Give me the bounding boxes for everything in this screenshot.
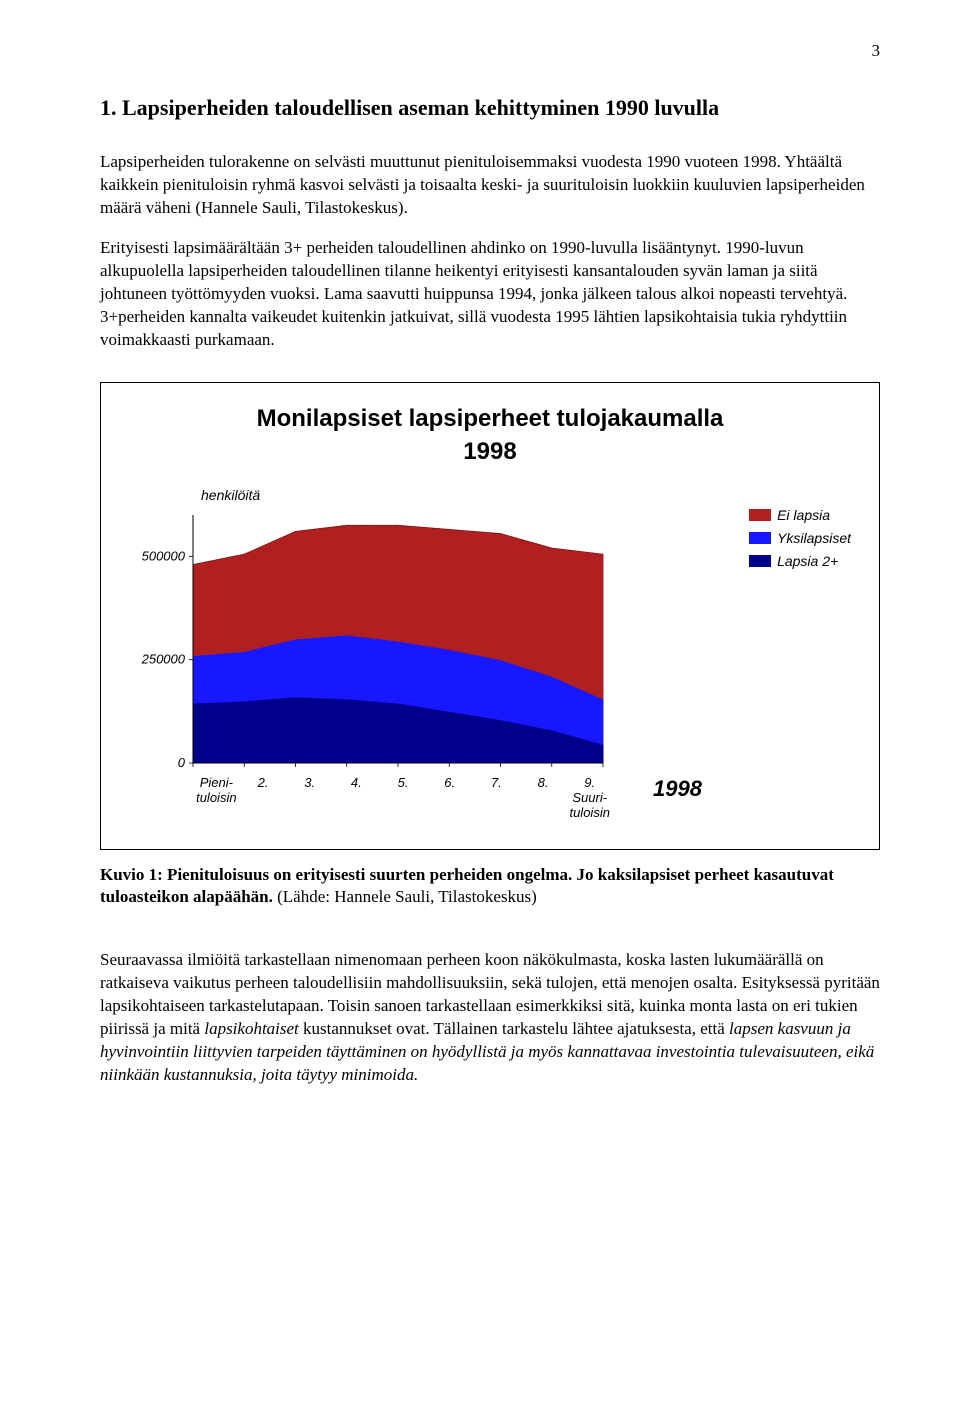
x-axis-ticks: Pieni-tuloisin2.3.4.5.6.7.8.9. Suuri-tul… [193,776,613,821]
x-tick: 6. [426,776,473,821]
legend-swatch-2 [749,555,771,567]
paragraph-1: Lapsiperheiden tulorakenne on selvästi m… [100,151,880,220]
chart-container: Monilapsiset lapsiperheet tulojakaumalla… [100,382,880,849]
x-tick: 9. Suuri-tuloisin [566,776,613,821]
x-tick: 7. [473,776,520,821]
legend-label-0: Ei lapsia [777,506,830,525]
legend-label-1: Yksilapsiset [777,529,851,548]
x-tick: 2. [240,776,287,821]
chart-year-label: 1998 [653,774,702,804]
legend-swatch-0 [749,509,771,521]
paragraph-3: Seuraavassa ilmiöitä tarkastellaan nimen… [100,949,880,1087]
x-tick: 8. [520,776,567,821]
section-heading: 1. Lapsiperheiden taloudellisen aseman k… [100,93,880,123]
paragraph-2: Erityisesti lapsimäärältään 3+ perheiden… [100,237,880,352]
x-tick: Pieni-tuloisin [193,776,240,821]
x-tick: 3. [286,776,333,821]
x-tick: 4. [333,776,380,821]
legend-swatch-1 [749,532,771,544]
x-tick: 5. [380,776,427,821]
para3-b: kustannukset ovat. Tällainen tarkastelu … [299,1019,729,1038]
page-number: 3 [100,40,880,63]
svg-text:500000: 500000 [142,548,186,563]
svg-text:0: 0 [178,755,186,769]
chart-title-line2: 1998 [463,438,516,465]
area-chart-svg: 500000 250000 0 [129,509,609,769]
svg-text:250000: 250000 [141,651,186,666]
legend-item-0: Ei lapsia [749,506,851,525]
chart-legend: Ei lapsia Yksilapsiset Lapsia 2+ [749,506,851,575]
caption-source: (Lähde: Hannele Sauli, Tilastokeskus) [273,887,537,906]
chart-title: Monilapsiset lapsiperheet tulojakaumalla… [129,403,851,468]
legend-label-2: Lapsia 2+ [777,552,838,571]
chart-plot: henkilöitä 500000 250000 0 [129,486,721,776]
legend-item-2: Lapsia 2+ [749,552,851,571]
y-axis-unit: henkilöitä [201,486,721,505]
legend-item-1: Yksilapsiset [749,529,851,548]
chart-title-line1: Monilapsiset lapsiperheet tulojakaumalla [257,405,724,432]
figure-caption: Kuvio 1: Pienituloisuus on erityisesti s… [100,864,880,910]
para3-italic1: lapsikohtaiset [204,1019,298,1038]
